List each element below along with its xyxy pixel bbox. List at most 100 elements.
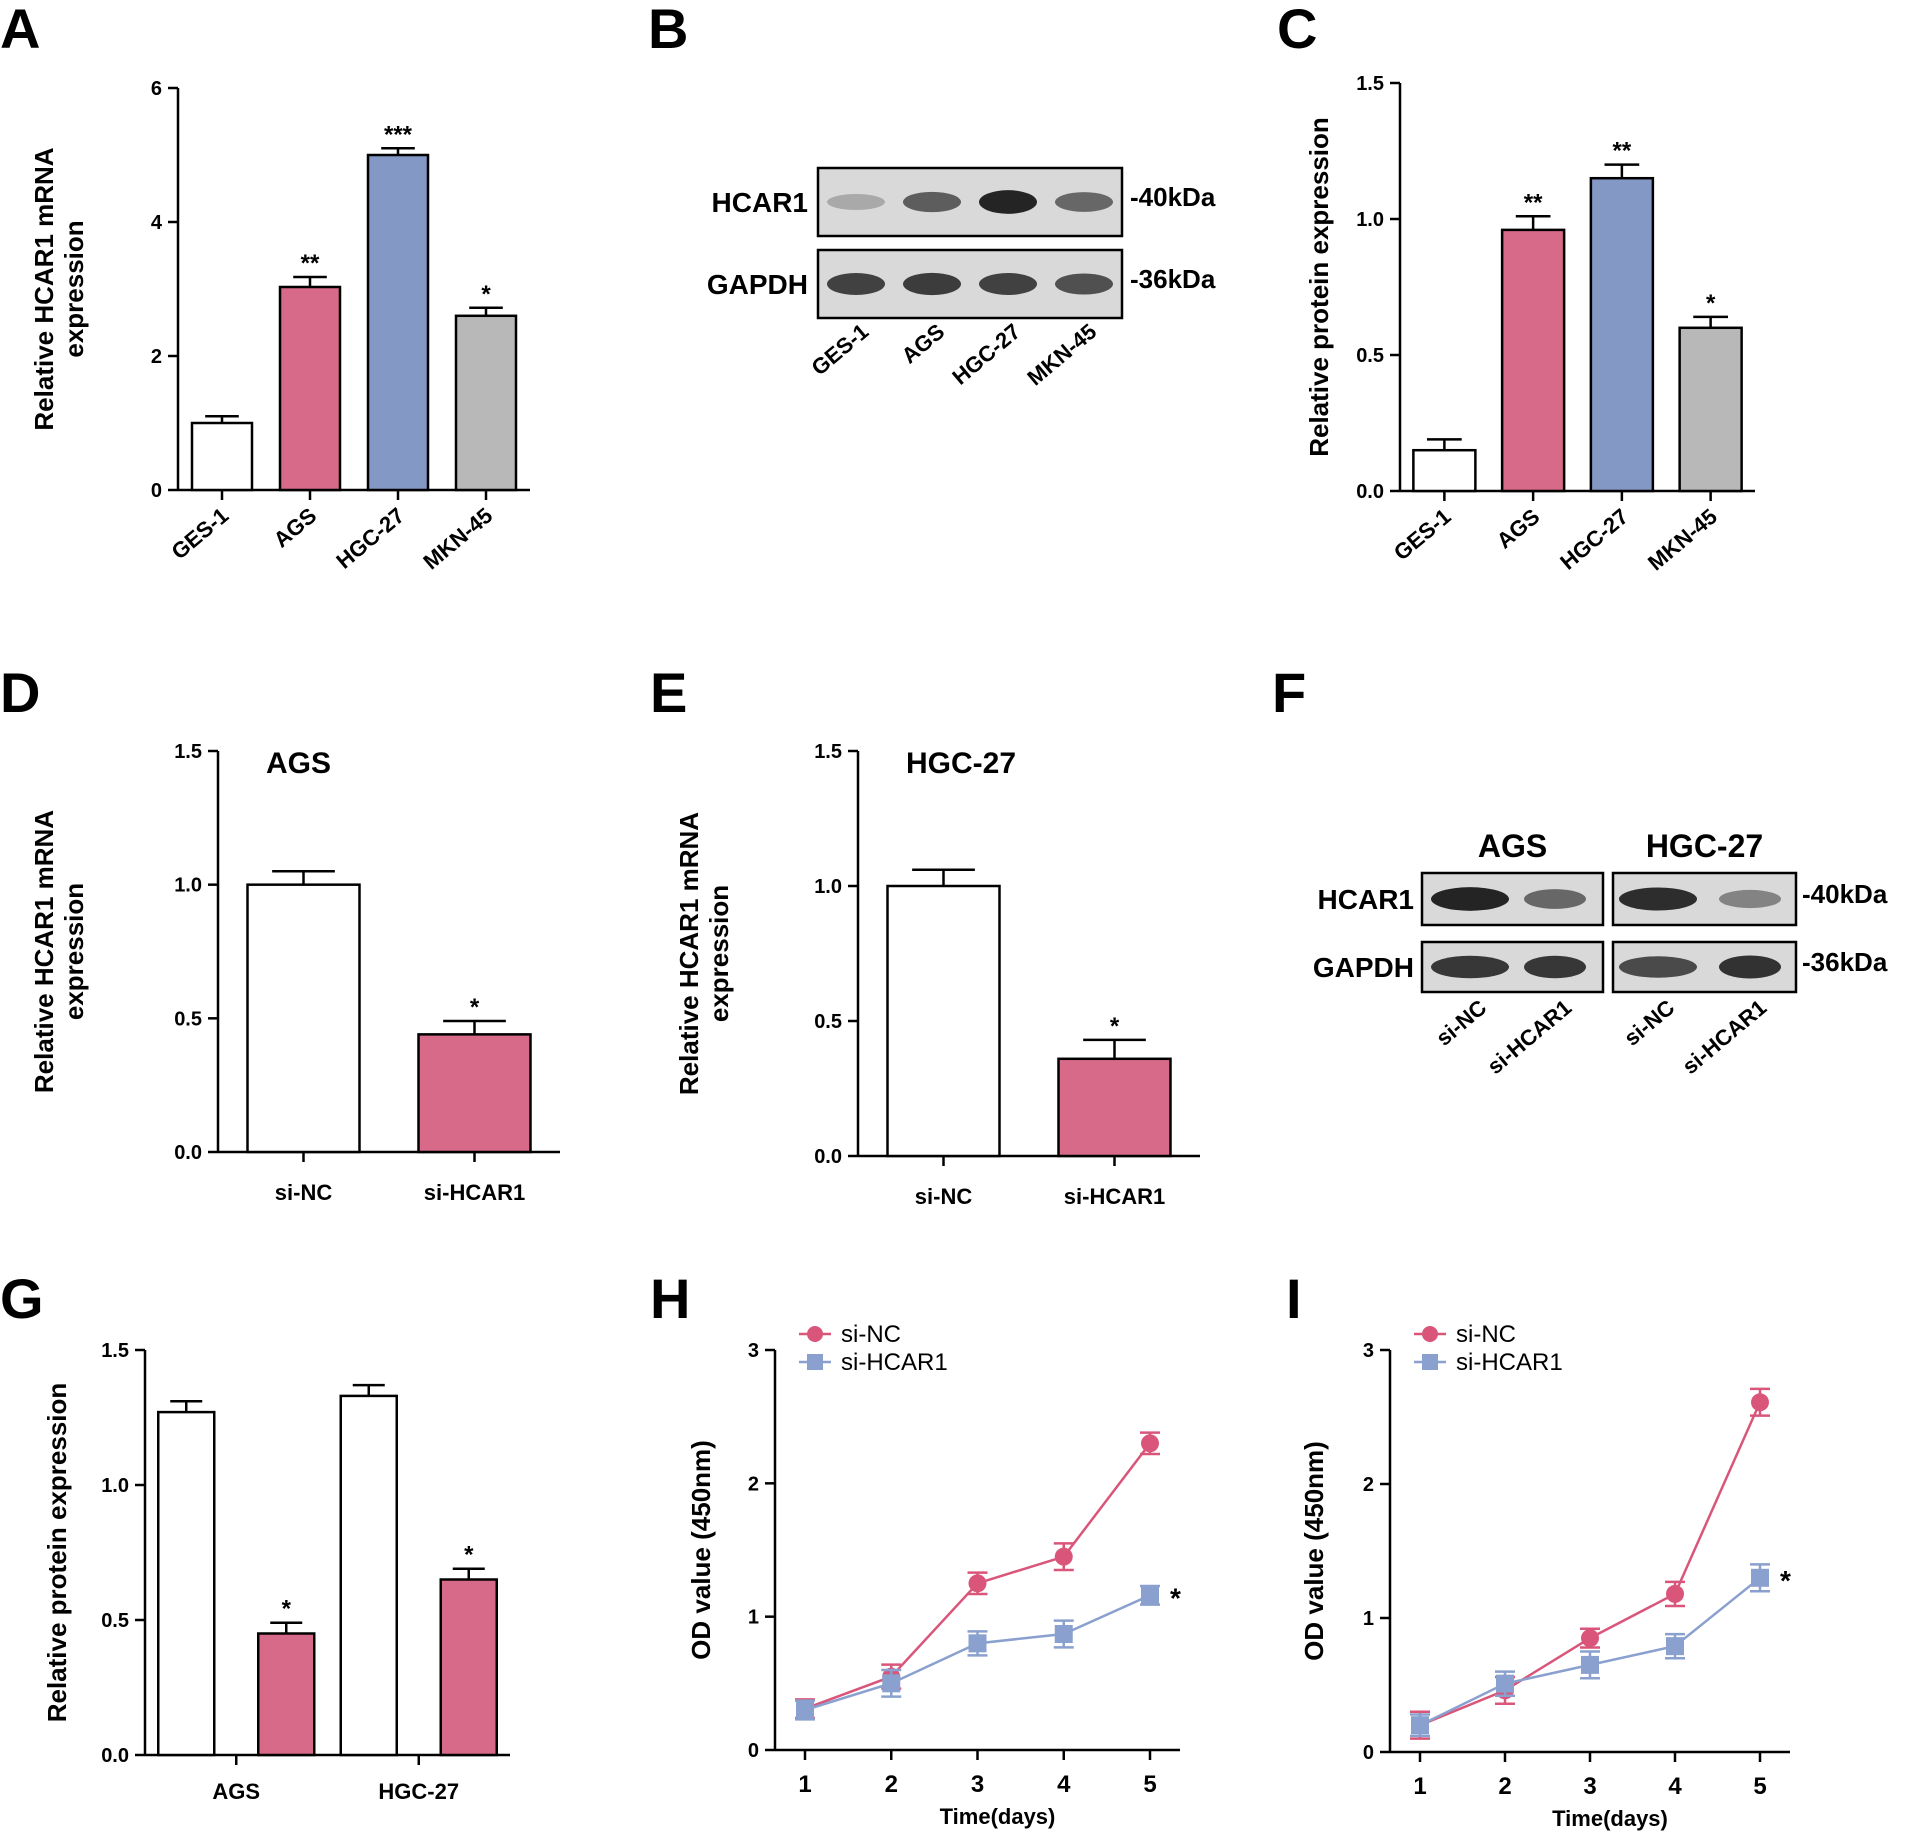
blot-f-kda-label: -36kDa	[1802, 947, 1888, 977]
panel-h-x-axis-label: Time(days)	[940, 1804, 1056, 1829]
panel-e-y-tick-label: 0.5	[814, 1011, 842, 1033]
panel-h-y-tick-label: 2	[748, 1473, 759, 1495]
panel-g-bar	[339, 1394, 398, 1757]
panel-d-significance: *	[470, 994, 480, 1021]
blot-f-band	[1431, 955, 1509, 979]
panel-e-y-axis-label: Relative HCAR1 mRNA	[674, 812, 704, 1095]
panel-h-significance: *	[1170, 1582, 1181, 1613]
panel-d-y-axis-label: expression	[59, 883, 89, 1020]
panel-d-y-tick-label: 1.5	[174, 741, 202, 763]
blot-f-lane-label: si-HCAR1	[1677, 995, 1771, 1079]
panel-i-point	[1666, 1584, 1684, 1603]
blot-b-band	[827, 194, 885, 210]
panel-h-legend-marker	[807, 1326, 823, 1342]
panel-i-x-tick-label: 4	[1668, 1773, 1682, 1800]
panel-i-point	[1496, 1674, 1514, 1693]
blot-b-band	[903, 272, 961, 296]
panel-h-x-tick-label: 3	[971, 1771, 984, 1798]
blot-b-band	[979, 273, 1037, 295]
panel-i-x-tick-label: 5	[1753, 1773, 1766, 1800]
panel-h-point	[968, 1574, 987, 1593]
panel-letter-h: H	[650, 1267, 690, 1330]
panel-a-bar	[190, 421, 254, 492]
panel-letter-i: I	[1286, 1267, 1302, 1330]
panel-g-y-tick-label: 1.5	[101, 1340, 129, 1362]
blot-f-lane-label: si-NC	[1431, 995, 1491, 1051]
panel-letter-f: F	[1272, 661, 1306, 724]
blot-b-lane-label: MKN-45	[1022, 319, 1101, 391]
panel-i-legend-label: si-HCAR1	[1456, 1349, 1563, 1376]
panel-g-y-tick-label: 0.5	[101, 1610, 129, 1632]
panel-c-bar	[1678, 326, 1743, 493]
panel-i-x-tick-label: 3	[1583, 1773, 1596, 1800]
panel-d-bar	[246, 883, 361, 1154]
blot-b-kda-label: -40kDa	[1130, 182, 1216, 212]
blot-f-lane-label: si-HCAR1	[1482, 995, 1576, 1079]
blot-b-lane-label: HGC-27	[947, 319, 1025, 390]
panel-g-significance: *	[464, 1542, 474, 1569]
blot-f-band	[1524, 955, 1586, 979]
panel-i-x-axis-label: Time(days)	[1552, 1806, 1668, 1831]
blot-f-band	[1619, 887, 1697, 911]
panel-i-significance: *	[1780, 1565, 1791, 1596]
panel-d-x-tick-label: si-NC	[275, 1180, 333, 1205]
panel-c-x-tick-label: AGS	[1492, 504, 1545, 554]
panel-c-x-tick-label: GES-1	[1389, 504, 1456, 566]
blot-b-lane-label: AGS	[897, 319, 950, 369]
panel-g-significance: *	[282, 1596, 292, 1623]
panel-d-y-tick-label: 0.0	[174, 1142, 202, 1164]
blot-f-kda-label: -40kDa	[1802, 879, 1888, 909]
blot-f-row-label: GAPDH	[1313, 952, 1414, 983]
panel-i-legend-marker	[1422, 1326, 1438, 1342]
panel-a-y-tick-label: 0	[151, 480, 162, 502]
panel-a-y-axis-label: Relative HCAR1 mRNA	[29, 147, 59, 430]
panel-a-x-tick-label: GES-1	[167, 503, 234, 565]
panel-a-y-tick-label: 6	[151, 78, 162, 100]
panel-h-point	[1141, 1586, 1159, 1605]
panel-h-point	[882, 1674, 901, 1693]
panel-i-point	[1751, 1568, 1769, 1587]
blot-b-row-label: HCAR1	[712, 187, 808, 218]
panel-g-y-tick-label: 0.0	[101, 1745, 129, 1767]
panel-i-legend-marker	[1422, 1354, 1438, 1370]
panel-e-inset-label: HGC-27	[906, 747, 1016, 780]
panel-a-x-tick-label: MKN-45	[418, 503, 497, 575]
panel-c-x-tick-label: HGC-27	[1555, 504, 1633, 575]
blot-b-band	[1055, 192, 1113, 212]
panel-e-y-tick-label: 1.5	[814, 741, 842, 763]
panel-c-x-tick-label: MKN-45	[1643, 504, 1722, 576]
panel-i-y-tick-label: 3	[1363, 1340, 1374, 1362]
blot-f-band	[1719, 889, 1781, 909]
panel-c-bar	[1500, 228, 1566, 493]
panel-c-y-tick-label: 0.5	[1356, 345, 1384, 367]
blot-f-band	[1524, 889, 1586, 909]
panel-e-y-tick-label: 1.0	[814, 876, 842, 898]
panel-g-y-axis-label: Relative protein expression	[42, 1383, 72, 1723]
panel-d-y-tick-label: 0.5	[174, 1008, 202, 1030]
panel-c-significance: **	[1524, 189, 1543, 216]
panel-e-bar	[886, 884, 1001, 1158]
panel-letter-b: B	[648, 0, 688, 60]
panel-letter-c: C	[1277, 0, 1317, 60]
blot-f-band	[1619, 956, 1697, 978]
blot-f-lane-label: si-NC	[1619, 995, 1679, 1051]
panel-d-inset-label: AGS	[266, 747, 331, 780]
panel-d-x-tick-label: si-HCAR1	[424, 1180, 525, 1205]
panel-i-x-tick-label: 1	[1413, 1773, 1426, 1800]
panel-i-legend-label: si-NC	[1456, 1321, 1516, 1348]
panel-h-x-tick-label: 2	[885, 1771, 898, 1798]
panel-d-bar	[417, 1033, 532, 1154]
panel-i-x-tick-label: 2	[1498, 1773, 1511, 1800]
panel-h-y-axis-label: OD value (450nm)	[686, 1440, 716, 1660]
panel-h-y-tick-label: 1	[748, 1607, 759, 1629]
panel-letter-d: D	[0, 661, 40, 724]
blot-b-row-label: GAPDH	[707, 269, 808, 300]
panel-g-x-tick-label: HGC-27	[378, 1779, 459, 1804]
blot-b-band	[979, 190, 1037, 214]
blot-f-group-label: AGS	[1478, 828, 1547, 864]
blot-f-row-label: HCAR1	[1318, 884, 1414, 915]
panel-e-x-tick-label: si-HCAR1	[1064, 1184, 1165, 1209]
panel-i-point	[1666, 1637, 1684, 1656]
panel-a-bar	[366, 153, 430, 492]
